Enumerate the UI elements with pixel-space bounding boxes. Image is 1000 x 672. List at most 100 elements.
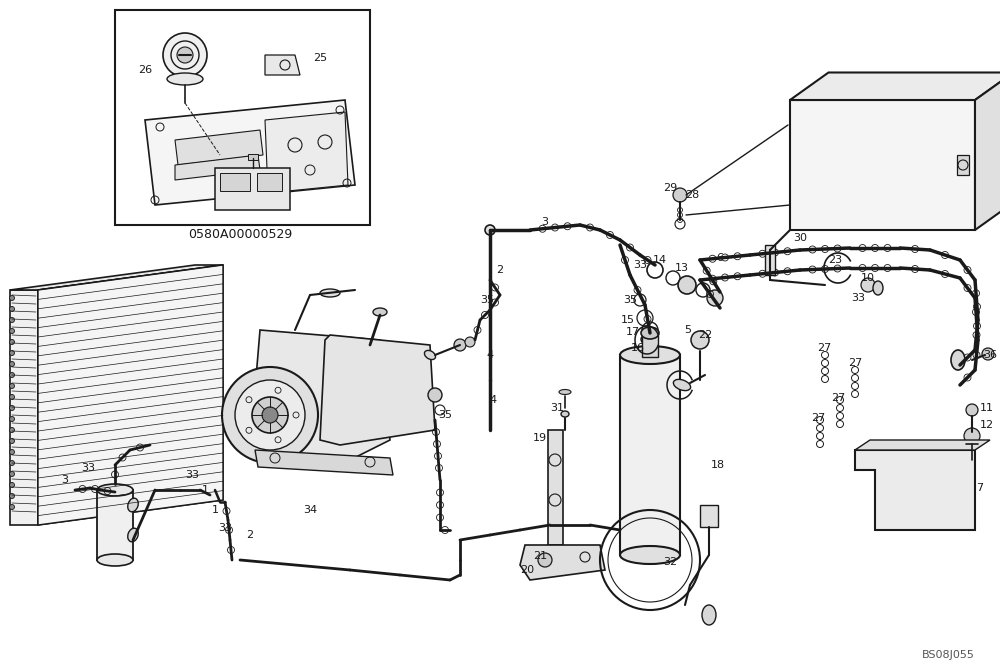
Circle shape — [10, 417, 14, 421]
Ellipse shape — [641, 327, 659, 339]
Polygon shape — [265, 55, 300, 75]
Bar — [642, 335, 658, 357]
Circle shape — [707, 290, 723, 306]
Circle shape — [10, 450, 14, 454]
Circle shape — [966, 404, 978, 416]
Polygon shape — [320, 335, 435, 445]
Bar — [97, 490, 133, 560]
Ellipse shape — [373, 308, 387, 316]
Circle shape — [691, 331, 709, 349]
Polygon shape — [975, 73, 1000, 230]
Circle shape — [10, 394, 14, 399]
Text: 20: 20 — [520, 565, 534, 575]
Text: 23: 23 — [828, 255, 842, 265]
Text: 26: 26 — [138, 65, 152, 75]
Ellipse shape — [97, 484, 133, 496]
Circle shape — [10, 384, 14, 388]
Ellipse shape — [320, 289, 340, 297]
Bar — [765, 245, 775, 275]
Circle shape — [538, 553, 552, 567]
Circle shape — [262, 407, 278, 423]
Polygon shape — [520, 545, 605, 580]
Circle shape — [10, 460, 14, 466]
Ellipse shape — [97, 554, 133, 566]
Polygon shape — [175, 130, 263, 165]
Text: 22: 22 — [698, 330, 712, 340]
Circle shape — [673, 188, 687, 202]
Bar — [220, 173, 250, 191]
Ellipse shape — [561, 411, 569, 417]
Text: 25: 25 — [313, 53, 327, 63]
Text: 34: 34 — [303, 505, 317, 515]
Ellipse shape — [559, 390, 571, 394]
Circle shape — [10, 482, 14, 487]
Text: 12: 12 — [980, 420, 994, 430]
Text: 1: 1 — [212, 505, 218, 515]
Text: 6: 6 — [716, 253, 724, 263]
Text: 35: 35 — [623, 295, 637, 305]
Ellipse shape — [702, 605, 716, 625]
Polygon shape — [255, 450, 393, 475]
Bar — [115, 10, 370, 225]
Polygon shape — [250, 330, 390, 460]
Text: 30: 30 — [793, 233, 807, 243]
Bar — [248, 154, 258, 160]
Circle shape — [10, 317, 14, 323]
Polygon shape — [10, 265, 223, 290]
Text: 11: 11 — [980, 403, 994, 413]
Polygon shape — [38, 265, 223, 525]
Polygon shape — [175, 155, 260, 180]
Text: 28: 28 — [685, 190, 699, 200]
Text: 21: 21 — [533, 551, 547, 561]
Text: 13: 13 — [675, 263, 689, 273]
Circle shape — [678, 276, 696, 294]
Text: 2: 2 — [246, 530, 254, 540]
Text: 1: 1 — [202, 485, 208, 495]
Text: 2: 2 — [496, 265, 504, 275]
Text: 36: 36 — [983, 350, 997, 360]
Text: 18: 18 — [711, 460, 725, 470]
Circle shape — [222, 367, 318, 463]
Circle shape — [982, 348, 994, 360]
Circle shape — [10, 493, 14, 499]
Ellipse shape — [485, 225, 495, 235]
Text: 14: 14 — [653, 255, 667, 265]
Text: 31: 31 — [550, 403, 564, 413]
Polygon shape — [265, 112, 348, 193]
Text: 27: 27 — [811, 413, 825, 423]
Circle shape — [10, 306, 14, 312]
Circle shape — [964, 428, 980, 444]
Circle shape — [454, 339, 466, 351]
Bar — [790, 100, 975, 230]
Circle shape — [861, 278, 875, 292]
Circle shape — [252, 397, 288, 433]
Text: 7: 7 — [976, 483, 984, 493]
Text: 27: 27 — [817, 343, 831, 353]
Text: 33: 33 — [633, 260, 647, 270]
Text: 5: 5 — [684, 325, 692, 335]
Text: 4: 4 — [489, 395, 497, 405]
Ellipse shape — [128, 498, 138, 512]
Circle shape — [163, 33, 207, 77]
Circle shape — [10, 351, 14, 355]
Text: BS08J055: BS08J055 — [922, 650, 975, 660]
Text: 0580A00000529: 0580A00000529 — [188, 228, 292, 241]
Polygon shape — [145, 100, 355, 205]
Text: 27: 27 — [831, 393, 845, 403]
Ellipse shape — [620, 346, 680, 364]
Ellipse shape — [641, 335, 655, 345]
Text: 35: 35 — [438, 410, 452, 420]
Text: 29: 29 — [663, 183, 677, 193]
Circle shape — [10, 296, 14, 300]
Bar — [700, 505, 718, 527]
Ellipse shape — [620, 546, 680, 564]
Circle shape — [10, 372, 14, 378]
Text: 15: 15 — [621, 315, 635, 325]
Circle shape — [177, 47, 193, 63]
Circle shape — [428, 388, 442, 402]
Circle shape — [10, 339, 14, 345]
Ellipse shape — [424, 350, 436, 360]
Text: 4: 4 — [486, 350, 494, 360]
Text: 3: 3 — [62, 475, 68, 485]
Ellipse shape — [167, 73, 203, 85]
